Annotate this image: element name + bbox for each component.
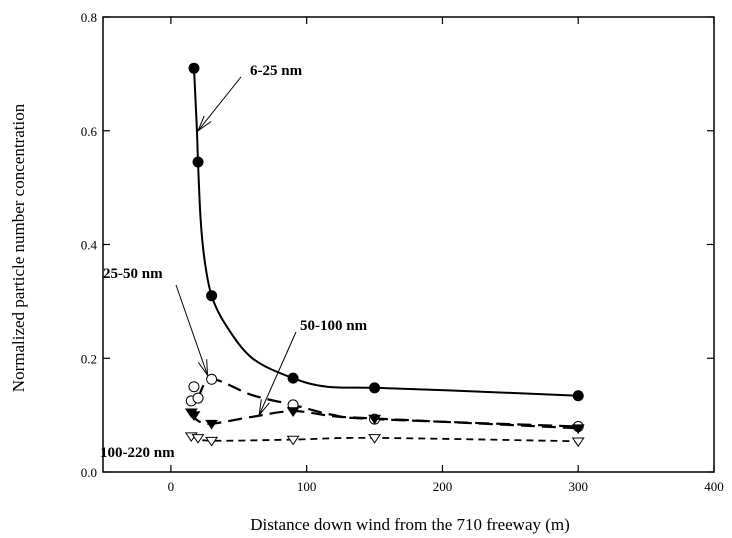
data-point [191, 434, 205, 444]
y-tick-label: 0.0 [81, 465, 97, 480]
x-tick-label: 0 [168, 479, 175, 494]
x-tick-label: 400 [704, 479, 724, 494]
annotation-arrow [258, 331, 297, 416]
data-point [187, 411, 201, 422]
data-point [286, 407, 300, 418]
series-line [197, 378, 579, 428]
annotation-arrowhead [258, 399, 270, 417]
x-tick-label: 200 [433, 479, 453, 494]
series-label-50-100-nm: 50-100 nm [300, 318, 368, 334]
annotation-layer: 6-25 nm 25-50 nm 50-100 nm 100-220 nm [100, 63, 368, 461]
series-25-50-nm [185, 373, 584, 432]
series-label-25-50-nm: 25-50 nm [103, 266, 163, 282]
series-50-100-nm [184, 407, 585, 435]
annotation-arrowhead [196, 115, 212, 133]
annotation-arrow [197, 76, 242, 132]
series-line [190, 409, 579, 430]
y-tick-label: 0.4 [81, 238, 98, 253]
x-tick-label: 300 [568, 479, 588, 494]
series-label-6-25-nm: 6-25 nm [250, 63, 303, 79]
data-point [286, 435, 300, 446]
series-label-100-220-nm: 100-220 nm [100, 445, 175, 461]
series-6-25-nm [188, 62, 584, 402]
y-tick-label: 0.2 [81, 351, 97, 366]
x-axis: 0 100 200 300 400 [168, 17, 724, 494]
data-point [368, 434, 382, 444]
series-layer [184, 62, 585, 448]
series-100-220-nm [184, 432, 585, 448]
y-tick-label: 0.6 [81, 124, 98, 139]
data-point [572, 390, 584, 402]
data-point [571, 437, 585, 448]
data-point [192, 392, 204, 404]
y-axis-title: Normalized particle number concentration [9, 103, 28, 392]
series-line [191, 435, 579, 443]
series-line [193, 68, 579, 397]
x-axis-title: Distance down wind from the 710 freeway … [250, 515, 570, 534]
data-point [287, 372, 299, 384]
annotation-arrowhead [197, 359, 209, 378]
data-point [188, 62, 200, 74]
data-point [205, 419, 219, 430]
y-tick-label: 0.8 [81, 10, 97, 25]
data-point [205, 436, 219, 447]
data-point [188, 381, 200, 393]
data-point [192, 156, 204, 168]
data-point [369, 382, 381, 394]
y-axis: 0.0 0.2 0.4 0.6 0.8 [81, 10, 714, 480]
x-tick-label: 100 [297, 479, 317, 494]
data-point [368, 414, 382, 425]
data-point [206, 290, 218, 302]
data-point [206, 373, 218, 385]
annotation-arrow [175, 284, 209, 376]
data-point [571, 424, 585, 435]
